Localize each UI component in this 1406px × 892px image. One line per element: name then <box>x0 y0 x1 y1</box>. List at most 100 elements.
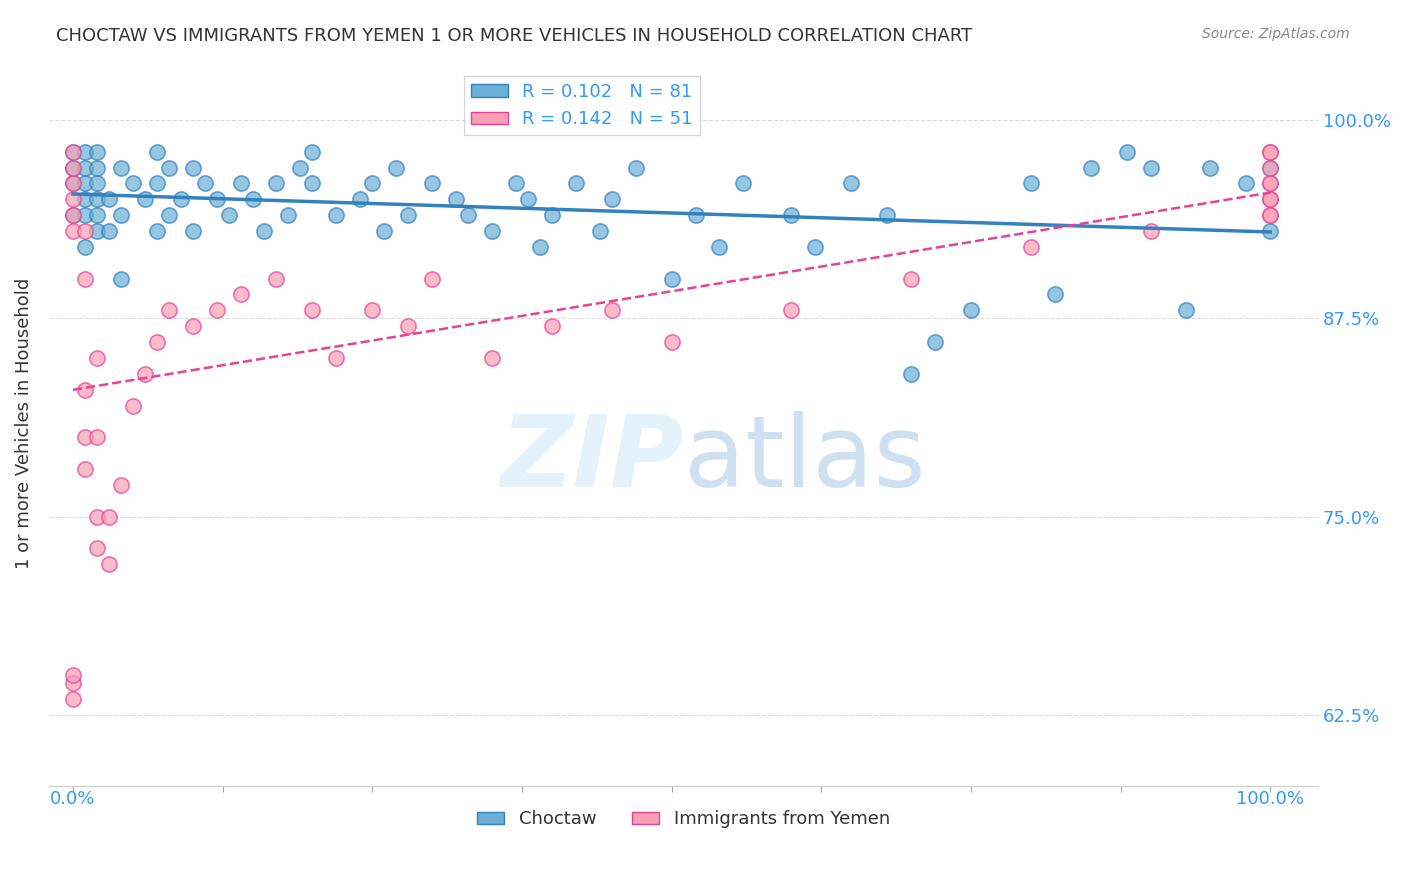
Point <box>145 335 167 350</box>
Point <box>540 208 562 222</box>
Point <box>218 208 240 222</box>
Point <box>86 224 108 238</box>
Point <box>1258 192 1281 206</box>
Point <box>73 208 96 222</box>
Point <box>157 208 180 222</box>
Point <box>266 177 288 191</box>
Point <box>110 478 132 492</box>
Point <box>600 303 623 318</box>
Point <box>73 383 96 397</box>
Point <box>62 676 84 690</box>
Point <box>110 161 132 175</box>
Point <box>62 177 84 191</box>
Point <box>97 558 120 572</box>
Text: atlas: atlas <box>683 411 925 508</box>
Point <box>62 692 84 706</box>
Point <box>444 192 467 206</box>
Point <box>121 177 143 191</box>
Point <box>733 177 755 191</box>
Point <box>481 351 503 365</box>
Point <box>589 224 612 238</box>
Point <box>86 541 108 556</box>
Point <box>1080 161 1102 175</box>
Legend: Choctaw, Immigrants from Yemen: Choctaw, Immigrants from Yemen <box>470 803 897 836</box>
Point <box>62 224 84 238</box>
Point <box>62 161 84 175</box>
Point <box>1258 177 1281 191</box>
Point <box>396 208 419 222</box>
Point <box>1139 224 1161 238</box>
Point <box>170 192 193 206</box>
Point <box>1199 161 1222 175</box>
Point <box>86 177 108 191</box>
Point <box>86 208 108 222</box>
Point <box>110 271 132 285</box>
Point <box>181 224 204 238</box>
Point <box>157 303 180 318</box>
Point <box>62 145 84 159</box>
Point <box>1175 303 1198 318</box>
Point <box>540 319 562 334</box>
Point <box>1139 161 1161 175</box>
Point <box>505 177 527 191</box>
Point <box>73 224 96 238</box>
Point <box>565 177 588 191</box>
Point <box>86 161 108 175</box>
Point <box>457 208 479 222</box>
Point <box>134 367 156 381</box>
Point <box>86 351 108 365</box>
Point <box>876 208 898 222</box>
Point <box>97 224 120 238</box>
Text: 100.0%: 100.0% <box>1236 789 1305 807</box>
Point <box>516 192 538 206</box>
Point <box>661 271 683 285</box>
Point <box>229 287 252 301</box>
Point <box>804 240 827 254</box>
Point <box>266 271 288 285</box>
Point <box>205 303 228 318</box>
Point <box>205 192 228 206</box>
Point <box>780 303 803 318</box>
Point <box>181 319 204 334</box>
Point <box>62 161 84 175</box>
Point <box>145 145 167 159</box>
Point <box>62 208 84 222</box>
Point <box>301 303 323 318</box>
Point <box>73 192 96 206</box>
Point <box>1258 177 1281 191</box>
Point <box>253 224 276 238</box>
Point <box>361 177 384 191</box>
Point <box>325 351 347 365</box>
Point <box>145 224 167 238</box>
Point <box>709 240 731 254</box>
Point <box>86 430 108 444</box>
Point <box>661 335 683 350</box>
Point <box>110 208 132 222</box>
Point <box>1234 177 1257 191</box>
Point <box>290 161 312 175</box>
Point <box>780 208 803 222</box>
Point <box>1258 224 1281 238</box>
Point <box>1019 240 1042 254</box>
Point <box>62 208 84 222</box>
Y-axis label: 1 or more Vehicles in Household: 1 or more Vehicles in Household <box>15 277 32 569</box>
Point <box>624 161 647 175</box>
Point <box>73 240 96 254</box>
Point <box>97 509 120 524</box>
Point <box>62 668 84 682</box>
Point <box>361 303 384 318</box>
Point <box>1258 208 1281 222</box>
Point <box>1258 145 1281 159</box>
Point <box>194 177 217 191</box>
Point <box>97 192 120 206</box>
Point <box>1019 177 1042 191</box>
Point <box>924 335 946 350</box>
Point <box>900 367 922 381</box>
Point <box>86 509 108 524</box>
Point <box>62 177 84 191</box>
Point <box>1258 161 1281 175</box>
Point <box>229 177 252 191</box>
Point <box>242 192 264 206</box>
Point <box>301 177 323 191</box>
Point <box>349 192 371 206</box>
